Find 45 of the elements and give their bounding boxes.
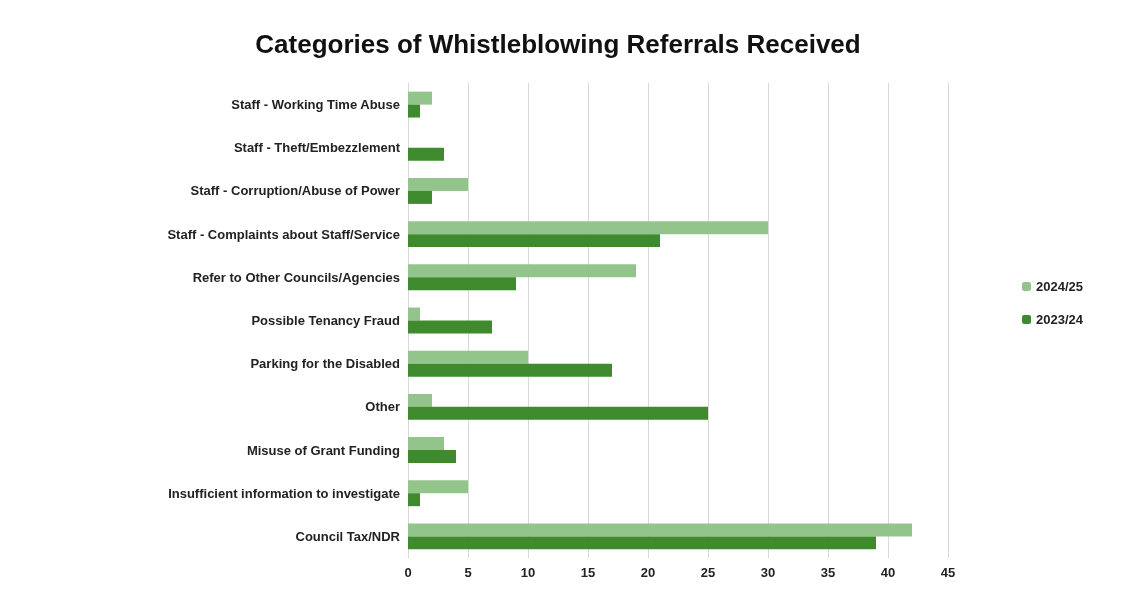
y-tick-label: Council Tax/NDR [295,528,401,544]
bar [408,493,420,507]
bar [408,147,444,161]
bar [408,91,432,105]
x-tick-label: 20 [640,565,656,580]
x-tick-label: 15 [580,565,596,580]
bar [408,190,432,204]
bar [408,104,420,118]
legend-label: 2024/25 [1036,279,1084,294]
bar [408,523,912,537]
bar [408,450,456,463]
bar [408,264,636,278]
bar [408,320,492,334]
bar [408,363,612,377]
x-tick-label: 0 [404,565,412,580]
y-tick-label: Misuse of Grant Funding [246,442,401,458]
x-tick-label: 5 [464,565,472,580]
y-tick-label: Insufficient information to investigate [168,485,400,501]
bar [408,406,708,420]
bar [408,437,444,451]
y-tick-label: Staff - Corruption/Abuse of Power [190,183,400,199]
y-tick-label: Staff - Theft/Embezzlement [233,140,401,156]
bar [408,234,660,248]
bar [408,536,876,550]
x-tick-label: 35 [820,565,836,580]
x-tick-label: 40 [880,565,896,580]
bar [408,393,432,407]
y-tick-label: Staff - Complaints about Staff/Service [167,226,400,242]
bar [408,307,420,321]
y-tick-label: Parking for the Disabled [250,356,401,372]
bar [408,350,528,364]
bar [408,277,516,291]
legend-label: 2023/24 [1036,312,1084,327]
y-tick-label: Staff - Working Time Abuse [231,97,400,113]
bar [408,221,768,235]
bar [408,178,468,191]
x-tick-label: 25 [700,565,716,580]
x-tick-label: 10 [520,565,536,580]
y-tick-label: Possible Tenancy Fraud [251,313,401,328]
y-tick-label: Other [365,399,400,415]
bar [408,480,468,494]
y-tick-label: Refer to Other Councils/Agencies [192,269,400,285]
x-tick-label: 45 [940,565,956,580]
x-tick-label: 30 [760,565,776,580]
chart-title: Categories of Whistleblowing Referrals Received [255,29,861,59]
